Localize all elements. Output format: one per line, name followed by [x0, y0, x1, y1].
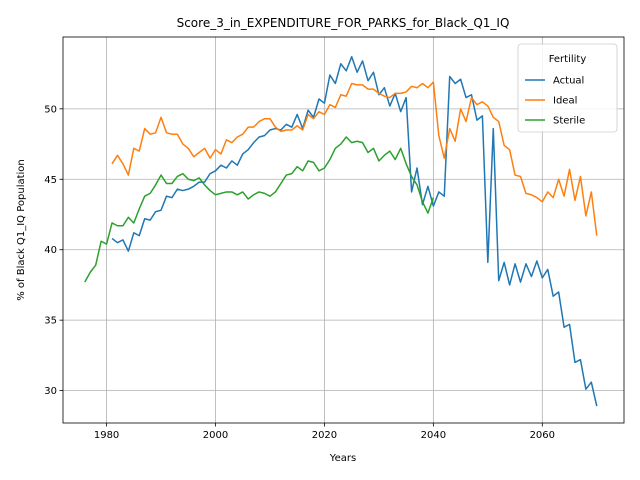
x-tick-label: 2000: [203, 430, 228, 441]
x-axis-label: Years: [329, 453, 356, 464]
x-tick-label: 2060: [530, 430, 555, 441]
legend-label-sterile: Sterile: [553, 116, 585, 127]
chart-title: Score_3_in_EXPENDITURE_FOR_PARKS_for_Bla…: [177, 16, 510, 30]
series-line-actual: [111, 55, 598, 407]
x-tick-label: 2020: [312, 430, 337, 441]
series-line-sterile: [84, 136, 435, 283]
legend-items: Actual Ideal Sterile: [525, 76, 585, 127]
legend-title: Fertility: [549, 54, 587, 65]
legend-label-ideal: Ideal: [553, 96, 577, 107]
y-tick-label: 50: [44, 104, 57, 115]
y-axis-ticks: 30 35 40 45 50: [44, 104, 63, 397]
plot-frame: [62, 36, 625, 424]
x-axis-ticks: 1980 2000 2020 2040 2060: [94, 423, 555, 441]
series-lines: [84, 55, 598, 407]
legend: Fertility Actual Ideal Sterile: [517, 43, 618, 133]
y-axis-label: % of Black Q1_IQ Population: [16, 159, 27, 301]
legend-box: [517, 43, 618, 133]
legend-label-actual: Actual: [553, 76, 584, 87]
x-tick-label: 2040: [421, 430, 446, 441]
y-tick-label: 35: [44, 316, 57, 327]
series-line-ideal: [111, 81, 598, 236]
y-tick-label: 45: [44, 175, 57, 186]
y-tick-label: 30: [44, 386, 57, 397]
y-tick-label: 40: [44, 245, 57, 256]
x-tick-label: 1980: [94, 430, 119, 441]
